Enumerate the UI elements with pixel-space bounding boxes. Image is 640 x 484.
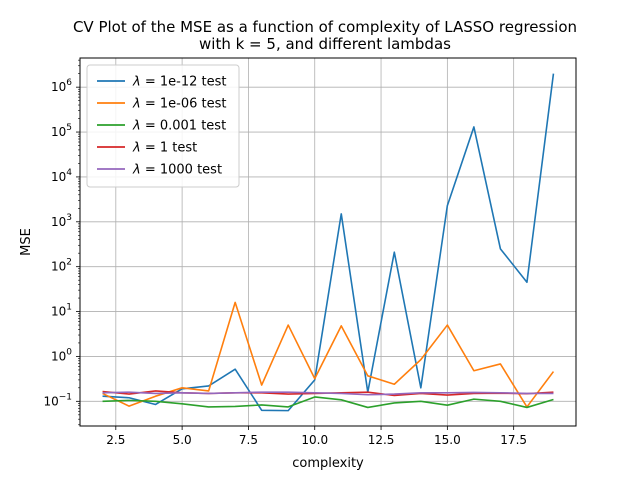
x-tick-label: 2.5 — [106, 433, 125, 447]
legend-label: λ = 1e-06 test — [132, 97, 226, 112]
y-axis-label: MSE — [19, 228, 34, 256]
x-tick-label: 17.5 — [500, 433, 527, 447]
x-tick-label: 15.0 — [434, 433, 461, 447]
chart-title-line2: with k = 5, and different lambdas — [199, 35, 451, 53]
series-line — [102, 301, 555, 408]
plot-frame — [79, 57, 577, 427]
series-line — [102, 391, 554, 396]
series-line — [102, 73, 555, 412]
x-tick-label: 7.5 — [239, 433, 258, 447]
x-tick-label: 12.5 — [368, 433, 395, 447]
x-tick-label: 10.0 — [301, 433, 328, 447]
legend-label: λ = 1 test — [132, 141, 197, 156]
legend-label: λ = 1000 test — [132, 163, 222, 178]
x-axis-label: complexity — [292, 456, 364, 471]
series-line — [102, 396, 554, 409]
chart-title-line1: CV Plot of the MSE as a function of comp… — [73, 18, 577, 36]
legend: λ = 1e-12 test λ = 1e-06 test λ = 0.001 te… — [86, 64, 240, 188]
x-axis-ticks: 2.5 5.0 7.5 10.0 12.5 15.0 17.5 — [106, 426, 527, 447]
legend-label: λ = 1e-12 test — [132, 75, 226, 90]
legend-label: λ = 0.001 test — [132, 119, 226, 134]
x-tick-label: 5.0 — [173, 433, 192, 447]
series-layer — [102, 73, 555, 412]
legend-box — [86, 64, 240, 188]
